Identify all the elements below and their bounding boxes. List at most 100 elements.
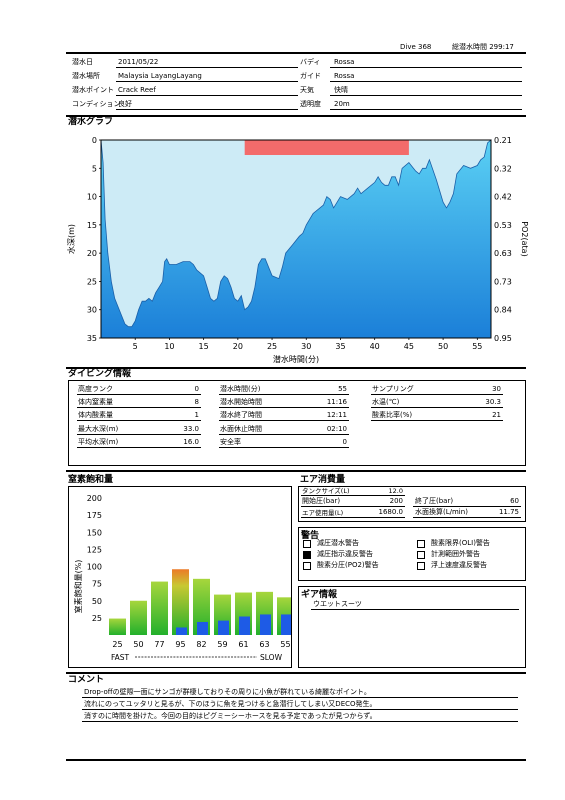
dive-number: Dive 368 xyxy=(400,43,432,51)
air-used-label: エア使用量(L) xyxy=(302,509,344,517)
time-tick-5: 5 xyxy=(133,342,138,351)
dive-graph-title: 潜水グラフ xyxy=(68,117,114,127)
diving-stat-value: 0 xyxy=(194,385,199,393)
alert-band xyxy=(244,140,409,155)
diving-time-label: 潜水時間(分) xyxy=(220,385,261,393)
nitrogen-axis-label: 窒素飽和量(%) xyxy=(73,560,83,614)
comment-title: コメント xyxy=(68,675,105,685)
air-box: タンクサイズ(L) 12.0 開始圧(bar) 200 終了圧(bar) 60 … xyxy=(298,486,526,522)
time-tick-30: 30 xyxy=(301,342,311,351)
po2-axis-label: PO2(ata) xyxy=(520,221,529,256)
po2-tick-1: 0.32 xyxy=(494,164,512,173)
po2-tick-5: 0.73 xyxy=(494,277,512,286)
warning-label: 浮上速度違反警告 xyxy=(431,561,487,569)
info-value-point: Crack Reef xyxy=(118,86,156,94)
n2-cat-25: 25 xyxy=(112,640,122,649)
diving-env-row: サンプリング 30 xyxy=(371,384,503,396)
n2-cat-50: 50 xyxy=(133,640,143,649)
total-dive-time: 総潜水時間 299:17 xyxy=(452,43,514,51)
end-pressure-value: 60 xyxy=(510,497,519,505)
diving-rule xyxy=(66,367,526,369)
diving-time-row: 水面休止時間 02:10 xyxy=(219,424,349,436)
n2-bar-25 xyxy=(109,618,126,635)
n2-cat-59: 59 xyxy=(217,640,227,649)
depth-tick-0: 0 xyxy=(92,136,97,145)
diving-stat-row: 体内酸素量 1 xyxy=(77,410,201,422)
diving-env-label: 水温(℃) xyxy=(372,398,400,407)
time-tick-45: 45 xyxy=(404,342,414,351)
warning-checkbox xyxy=(417,551,425,559)
warning-label: 減圧潜水警告 xyxy=(317,539,359,547)
info-value-guide: Rossa xyxy=(334,72,355,80)
n2-sub-bar-61 xyxy=(239,616,250,635)
comment-line-3: 消すのに時間を掛けた。今回の目的はピグミーシーホースを見る予定であったが見つから… xyxy=(84,712,377,720)
warning-checkbox xyxy=(417,540,425,548)
n2-tick-100: 100 xyxy=(87,563,102,572)
diving-stat-row: 高度ランク 0 xyxy=(77,384,201,396)
n2-tick-150: 150 xyxy=(87,528,102,537)
n2-bar-50 xyxy=(130,600,147,635)
n2-sub-bar-59 xyxy=(218,620,229,635)
n2-sub-bar-95 xyxy=(176,627,187,635)
info-label-visibility: 透明度 xyxy=(300,100,321,108)
warning-checkbox xyxy=(303,562,311,570)
graph-rule xyxy=(66,115,526,117)
info-value-condition: 良好 xyxy=(118,100,132,108)
diving-stat-label: 高度ランク xyxy=(78,385,113,393)
diving-info-box: 高度ランク 0 体内窒素量 8 体内酸素量 1 最大水深(m) 33.0 平均水深(m) 16.0… xyxy=(68,380,526,466)
diving-time-label: 潜水開始時間 xyxy=(220,398,262,407)
info-block: 潜水日 2011/05/22 潜水場所 Malaysia LayangLayan… xyxy=(66,54,526,112)
n2-tick-125: 125 xyxy=(87,545,102,554)
time-tick-15: 15 xyxy=(199,342,209,351)
diving-stat-label: 体内窒素量 xyxy=(78,398,113,407)
surface-rate-value: 11.75 xyxy=(498,508,519,516)
time-tick-20: 20 xyxy=(233,342,243,351)
gear-value: ウエットスーツ xyxy=(313,600,362,608)
diving-stat-value: 16.0 xyxy=(183,437,199,446)
warnings-title: 警告 xyxy=(301,531,320,541)
diving-time-row: 潜水開始時間 11:16 xyxy=(219,397,349,409)
diving-time-label: 潜水終了時間 xyxy=(220,411,262,420)
air-used-value: 1680.0 xyxy=(378,508,404,516)
start-pressure-label: 開始圧(bar) xyxy=(302,497,341,505)
diving-stat-label: 体内酸素量 xyxy=(78,411,113,420)
warning-label: 減圧指示違反警告 xyxy=(317,550,373,558)
diving-env-value: 30.3 xyxy=(485,398,501,407)
diving-info-title: ダイビング情報 xyxy=(68,369,132,379)
comment-rule xyxy=(66,672,526,674)
diving-env-value: 21 xyxy=(492,411,501,420)
time-tick-40: 40 xyxy=(370,342,380,351)
diving-time-value: 55 xyxy=(338,385,347,393)
n2-cat-95: 95 xyxy=(175,640,185,649)
slow-label: SLOW xyxy=(260,653,283,662)
depth-tick-20: 20 xyxy=(87,249,97,258)
diving-stat-value: 8 xyxy=(194,398,199,407)
n2-tick-200: 200 xyxy=(87,494,102,503)
n2-cat-55: 55 xyxy=(280,640,290,649)
end-pressure-label: 終了圧(bar) xyxy=(415,497,454,505)
n2-sub-bar-63 xyxy=(260,614,271,635)
n2-cat-61: 61 xyxy=(238,640,248,649)
tank-size-value: 12.0 xyxy=(388,487,403,495)
comment-line-2: 流れにのってユッタリと見るが、下のほうに魚を見つけると急潜行してしまい又DECO… xyxy=(84,700,377,708)
air-title: エア消費量 xyxy=(300,475,346,485)
info-label-date: 潜水日 xyxy=(72,58,93,66)
n2-bar-77 xyxy=(151,581,168,635)
nitrogen-chart: 25 50 75 100 125 150 175 200 25 50 77 95 82 59 61 63 55… xyxy=(73,494,291,662)
time-tick-50: 50 xyxy=(438,342,448,351)
diving-time-row: 安全率 0 xyxy=(219,437,349,449)
n2-cat-82: 82 xyxy=(196,640,206,649)
info-value-visibility: 20m xyxy=(334,100,350,108)
po2-tick-2: 0.42 xyxy=(494,193,512,202)
nitrogen-rule xyxy=(66,470,526,472)
info-label-guide: ガイド xyxy=(300,72,321,80)
info-label-location: 潜水場所 xyxy=(72,72,100,80)
n2-sub-bar-55 xyxy=(281,614,291,635)
depth-tick-25: 25 xyxy=(87,277,97,286)
diving-env-label: 酸素比率(%) xyxy=(372,411,413,420)
info-value-location: Malaysia LayangLayang xyxy=(118,72,202,80)
diving-time-value: 0 xyxy=(342,437,347,446)
diving-stat-row: 体内窒素量 8 xyxy=(77,397,201,409)
po2-tick-6: 0.84 xyxy=(494,306,512,315)
depth-tick-10: 10 xyxy=(87,193,97,202)
